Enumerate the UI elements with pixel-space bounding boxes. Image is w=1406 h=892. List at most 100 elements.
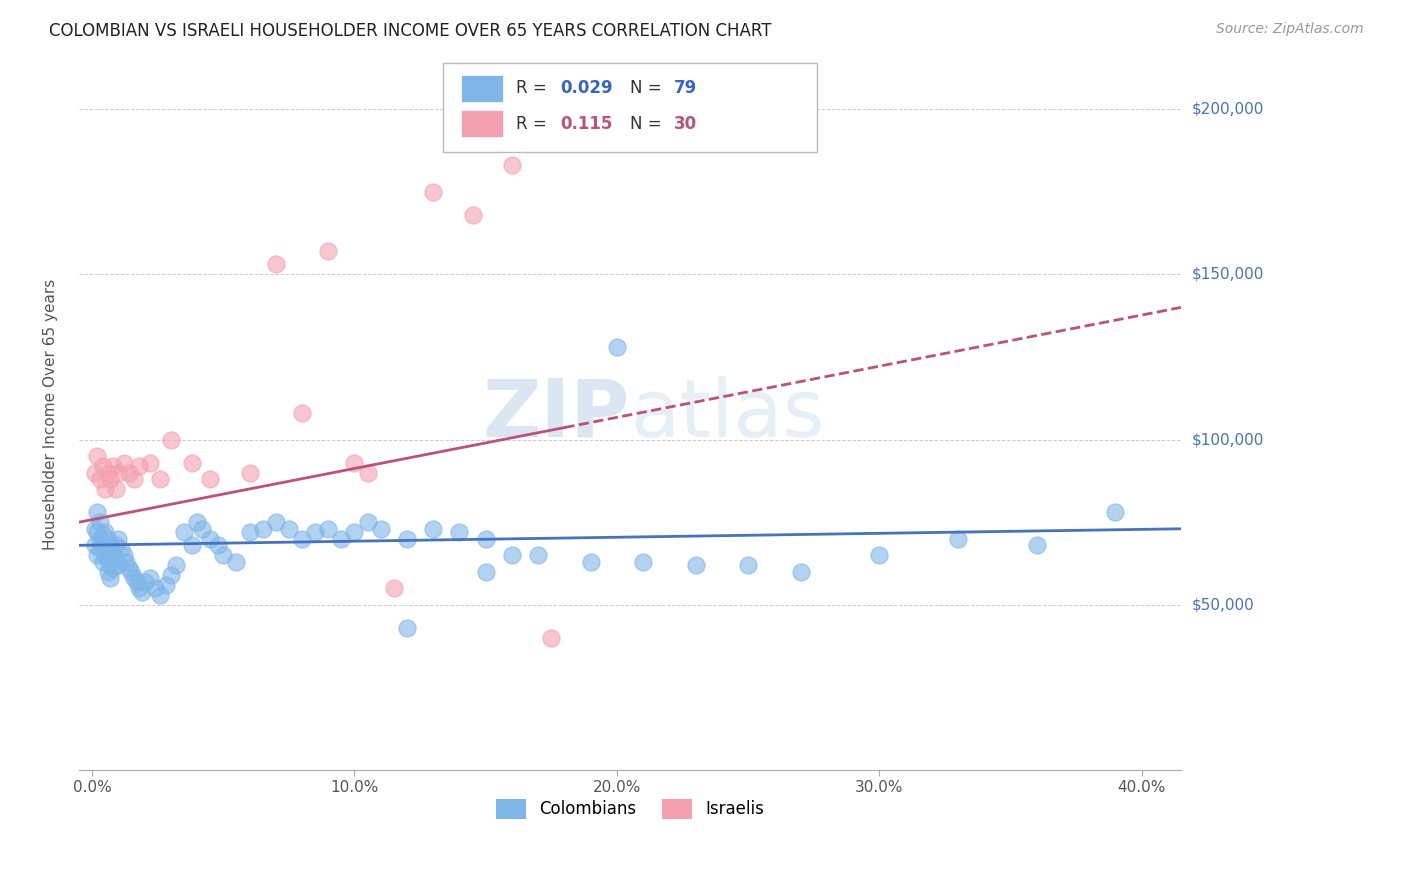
Point (97, 565, 120, 579)
Point (91, 555, 114, 569)
Point (173, 525, 195, 540)
FancyBboxPatch shape (443, 63, 817, 152)
Bar (461, 75, 503, 102)
Point (343, 525, 366, 540)
Point (165, 558, 187, 573)
Point (606, 340, 628, 354)
Point (104, 551, 127, 566)
Point (122, 571, 145, 585)
Point (501, 548, 523, 562)
Point (291, 406, 314, 420)
Point (89, 515, 111, 529)
Point (180, 456, 202, 470)
Point (100, 538, 122, 552)
Point (134, 574, 156, 589)
Point (139, 456, 162, 470)
Point (501, 158, 523, 172)
Point (139, 571, 162, 585)
Text: ZIP: ZIP (482, 376, 630, 454)
Bar (461, 110, 503, 137)
Point (356, 466, 378, 480)
Point (631, 555, 654, 569)
Text: N =: N = (630, 114, 666, 133)
Point (118, 466, 141, 480)
Point (89, 472, 111, 486)
Point (94, 548, 117, 562)
Point (118, 561, 141, 575)
Point (97, 551, 120, 566)
Point (540, 631, 562, 645)
Point (101, 458, 124, 473)
Point (1104, 505, 1126, 519)
Point (100, 558, 122, 573)
Point (789, 565, 811, 579)
Point (122, 472, 145, 486)
Point (198, 472, 221, 486)
Point (330, 532, 353, 546)
Point (316, 244, 339, 259)
Point (91, 528, 114, 542)
Point (264, 515, 287, 529)
Point (461, 208, 484, 222)
Point (316, 522, 339, 536)
Point (101, 561, 124, 575)
Point (100, 472, 122, 486)
Text: Source: ZipAtlas.com: Source: ZipAtlas.com (1216, 22, 1364, 37)
Point (155, 578, 177, 592)
Point (198, 532, 221, 546)
Point (395, 621, 418, 635)
Text: $150,000: $150,000 (1192, 267, 1264, 282)
Point (107, 466, 129, 480)
Point (128, 581, 150, 595)
Point (94, 538, 117, 552)
Point (131, 584, 153, 599)
Point (104, 538, 127, 552)
Point (474, 565, 496, 579)
Point (422, 522, 444, 536)
Text: 0.029: 0.029 (561, 79, 613, 97)
Point (868, 548, 890, 562)
Point (291, 532, 314, 546)
Point (422, 185, 444, 199)
Point (128, 458, 150, 473)
Point (104, 482, 127, 496)
Point (91, 535, 114, 549)
Point (356, 515, 378, 529)
Point (449, 525, 471, 540)
Point (685, 558, 707, 573)
Point (159, 568, 181, 582)
Text: R =: R = (516, 114, 558, 133)
Point (107, 532, 129, 546)
Text: 30: 30 (673, 114, 697, 133)
Point (474, 532, 496, 546)
Text: N =: N = (630, 79, 666, 97)
Point (225, 555, 247, 569)
Point (91, 458, 114, 473)
Point (107, 558, 129, 573)
Point (89, 541, 111, 556)
Text: $100,000: $100,000 (1192, 432, 1264, 447)
Point (86, 449, 108, 463)
Point (143, 581, 166, 595)
Point (101, 548, 124, 562)
Point (343, 456, 366, 470)
Point (304, 525, 326, 540)
Text: $50,000: $50,000 (1192, 598, 1254, 612)
Text: 0.115: 0.115 (561, 114, 613, 133)
Point (737, 558, 759, 573)
Point (527, 548, 550, 562)
Point (946, 532, 969, 546)
Point (86, 505, 108, 519)
Point (370, 522, 392, 536)
Point (382, 581, 405, 595)
Point (125, 574, 148, 589)
Point (86, 548, 108, 562)
Point (94, 525, 117, 540)
Point (86, 525, 108, 540)
Point (83, 538, 105, 552)
Point (212, 548, 235, 562)
Point (191, 522, 214, 536)
Point (395, 532, 418, 546)
Point (120, 565, 142, 579)
Point (115, 555, 138, 569)
